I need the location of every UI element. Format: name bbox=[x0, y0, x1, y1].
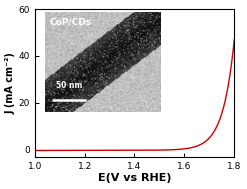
X-axis label: E(V vs RHE): E(V vs RHE) bbox=[98, 174, 171, 184]
Y-axis label: J (mA cm⁻²): J (mA cm⁻²) bbox=[5, 52, 16, 114]
